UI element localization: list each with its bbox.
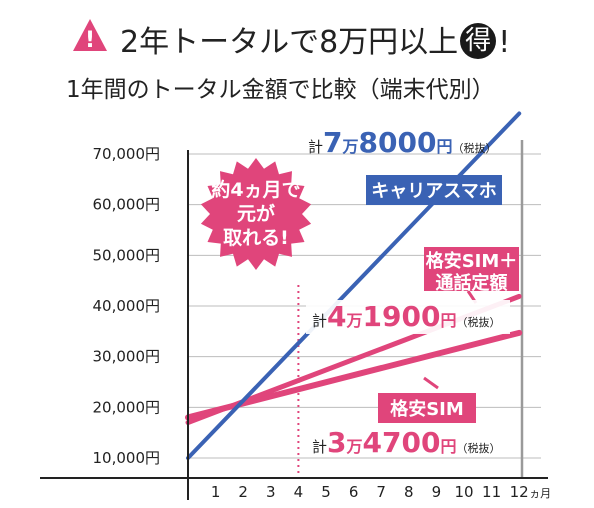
x-tick-label: 6 <box>349 483 359 501</box>
circled-toku-badge: 得 <box>460 22 497 59</box>
x-tick-label: 3 <box>266 483 276 501</box>
x-tick-label: 11 <box>482 483 501 501</box>
burst-line: 元が <box>237 202 275 225</box>
x-unit-label: ヵ月 <box>529 487 551 500</box>
cheap-label-bg <box>378 393 476 423</box>
total-carrier-text: 計7万8000円（税抜） <box>308 126 496 159</box>
cheap-call-label: 格安SIM＋通話定額 <box>424 247 519 294</box>
burst-line: 取れる! <box>223 227 289 249</box>
y-tick-label: 40,000円 <box>93 297 161 315</box>
burst-shape <box>200 158 312 270</box>
x-tick-label: 4 <box>294 483 304 501</box>
cheap-label-text: 格安SIM <box>390 398 464 420</box>
total-cheap: 計3万4700円（税抜） <box>312 426 500 459</box>
y-tick-label: 50,000円 <box>93 246 161 264</box>
carrier-label-bg <box>366 175 502 205</box>
x-tick-label: 8 <box>404 483 414 501</box>
total-cheap_call-bg <box>306 300 510 334</box>
total-cheap_call-text: 計4万1900円（税抜） <box>312 300 500 333</box>
x-tick-label: 5 <box>321 483 331 501</box>
carrier-label: キャリアスマホ <box>366 175 502 205</box>
cheap-label: 格安SIM <box>378 393 476 423</box>
y-tick-label: 30,000円 <box>93 348 161 366</box>
headline: ! 2年トータルで8万円以上得! <box>0 14 594 60</box>
headline-text: 2年トータルで8万円以上得! <box>120 17 510 62</box>
x-tick-label: 9 <box>432 483 442 501</box>
total-cheap-text: 計3万4700円（税抜） <box>312 426 500 459</box>
x-tick-label: 12 <box>510 483 529 501</box>
warning-symbol: ! <box>85 28 95 52</box>
x-tick-label: 2 <box>238 483 248 501</box>
cheap-call-label-bg <box>424 247 519 291</box>
y-tick-label: 60,000円 <box>93 196 161 214</box>
cheap-connector <box>423 376 439 390</box>
x-tick-label: 1 <box>211 483 221 501</box>
axis-layer: 10,000円 20,000円 30,000円 40,000円 50,000円 60,00… <box>40 145 551 501</box>
total-cheap_call: 計4万1900円（税抜） <box>306 300 510 334</box>
subtitle: 1年間のトータル金額で比較（端末代別） <box>66 77 495 103</box>
y-tick-label: 70,000円 <box>93 145 161 163</box>
x-tick-label: 7 <box>376 483 386 501</box>
x-tick-label: 10 <box>454 483 473 501</box>
y-tick-label: 20,000円 <box>93 398 161 416</box>
series-line-carrier <box>186 111 522 460</box>
burst-line: 約4ヵ月で <box>211 178 300 201</box>
total-carrier: 計7万8000円（税抜） <box>308 126 496 159</box>
headline-part2: ! <box>498 25 511 60</box>
y-tick-label: 10,000円 <box>93 449 161 467</box>
cheap-call-label-text: 通話定額 <box>436 272 508 294</box>
headline-part1: 2年トータルで8万円以上 <box>120 25 459 60</box>
carrier-label-text: キャリアスマホ <box>371 181 496 202</box>
cheap-call-label-text: 格安SIM＋ <box>426 250 518 272</box>
warning-icon: ! <box>73 19 107 52</box>
